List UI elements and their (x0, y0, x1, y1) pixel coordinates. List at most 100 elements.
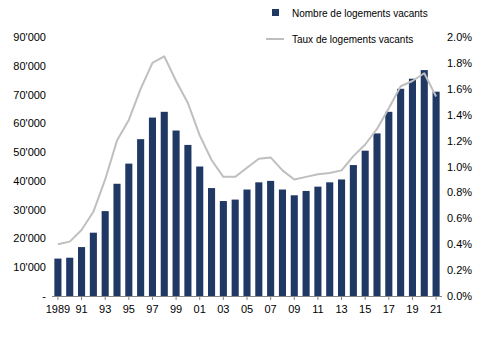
y2-tick (442, 62, 445, 63)
chart: -10'00020'00030'00040'00050'00060'00070'… (0, 0, 491, 340)
x-tick (270, 296, 271, 300)
bar (102, 211, 109, 296)
y-tick (49, 65, 52, 66)
x-tick-label: 01 (194, 303, 206, 315)
x-tick (341, 296, 342, 300)
y-tick (49, 37, 52, 38)
x-tick-label: 95 (123, 303, 135, 315)
bar (291, 195, 298, 296)
x-tick (57, 296, 58, 300)
bar (149, 118, 156, 296)
x-tick-label: 09 (288, 303, 300, 315)
y2-tick-label: 0.2% (447, 264, 472, 276)
y-tick-label: 20'000 (13, 232, 46, 244)
y2-tick (442, 37, 445, 38)
y-tick-label: 50'000 (13, 146, 46, 158)
bar (433, 92, 440, 296)
y-tick-label: 60'000 (13, 117, 46, 129)
y2-tick-label: 1.4% (447, 109, 472, 121)
bar (78, 247, 85, 296)
x-tick (365, 296, 366, 300)
x-tick-label: 91 (75, 303, 87, 315)
x-tick (105, 296, 106, 300)
bar (326, 182, 333, 296)
y-tick-label: 30'000 (13, 204, 46, 216)
bar (184, 145, 191, 296)
x-tick-label: 11 (312, 303, 323, 315)
x-tick-label: 17 (383, 303, 395, 315)
x-tick-label: 03 (217, 303, 229, 315)
bar (255, 182, 262, 296)
x-tick (223, 296, 224, 300)
y-tick (49, 267, 52, 268)
bar (137, 139, 144, 296)
y-tick (49, 180, 52, 181)
line (58, 56, 436, 244)
x-tick-label: 99 (170, 303, 182, 315)
bar (113, 184, 120, 296)
x-tick-label: 21 (430, 303, 442, 315)
bar (243, 190, 250, 296)
bar (338, 179, 345, 296)
x-tick-label: 93 (99, 303, 111, 315)
y2-tick-label: 2.0% (447, 31, 472, 43)
legend-label: Nombre de logements vacants (292, 8, 428, 19)
bar (350, 165, 357, 296)
x-tick (176, 296, 177, 300)
y2-tick (442, 88, 445, 89)
legend-swatch (272, 9, 279, 16)
x-tick (412, 296, 413, 300)
bar (421, 70, 428, 296)
y2-tick (442, 192, 445, 193)
bar (125, 164, 132, 296)
y2-tick-label: 1.6% (447, 83, 472, 95)
y-tick (49, 152, 52, 153)
y2-tick-label: 0.0% (447, 290, 472, 302)
x-tick (317, 296, 318, 300)
bar (279, 190, 286, 296)
bar (314, 187, 321, 296)
y-tick-label: 10'000 (13, 261, 46, 273)
x-tick (199, 296, 200, 300)
y2-tick-label: 0.8% (447, 186, 472, 198)
y2-tick (442, 296, 445, 297)
y2-tick (442, 114, 445, 115)
bar (373, 133, 380, 296)
bar (54, 259, 61, 296)
bar (161, 112, 168, 296)
y2-tick-label: 1.0% (447, 161, 472, 173)
marks (54, 56, 439, 296)
y2-tick-label: 0.6% (447, 212, 472, 224)
bar (267, 181, 274, 296)
x-tick (294, 296, 295, 300)
x-tick-label: 13 (335, 303, 347, 315)
y-tick-label: 90'000 (13, 31, 46, 43)
y2-tick (442, 244, 445, 245)
y-tick (49, 94, 52, 95)
x-tick (128, 296, 129, 300)
bar (220, 201, 227, 296)
y-tick (49, 296, 52, 297)
bar (232, 200, 239, 296)
legend-swatch (266, 38, 284, 40)
y-tick-label: - (42, 290, 46, 302)
y-tick (49, 123, 52, 124)
x-tick (388, 296, 389, 300)
x-tick (152, 296, 153, 300)
x-tick-label: 19 (406, 303, 418, 315)
bar (303, 191, 310, 296)
x-tick (247, 296, 248, 300)
x-tick-label: 1989 (46, 303, 70, 315)
y-tick-label: 80'000 (13, 60, 46, 72)
x-tick (436, 296, 437, 300)
x-tick-label: 15 (359, 303, 371, 315)
x-tick-label: 07 (265, 303, 277, 315)
y2-tick (442, 166, 445, 167)
bar (362, 151, 369, 296)
y2-tick-label: 1.2% (447, 135, 472, 147)
y2-tick (442, 218, 445, 219)
y2-tick-label: 1.8% (447, 57, 472, 69)
bar (409, 79, 416, 296)
legend-label: Taux de logements vacants (292, 34, 413, 45)
y-tick-label: 40'000 (13, 175, 46, 187)
